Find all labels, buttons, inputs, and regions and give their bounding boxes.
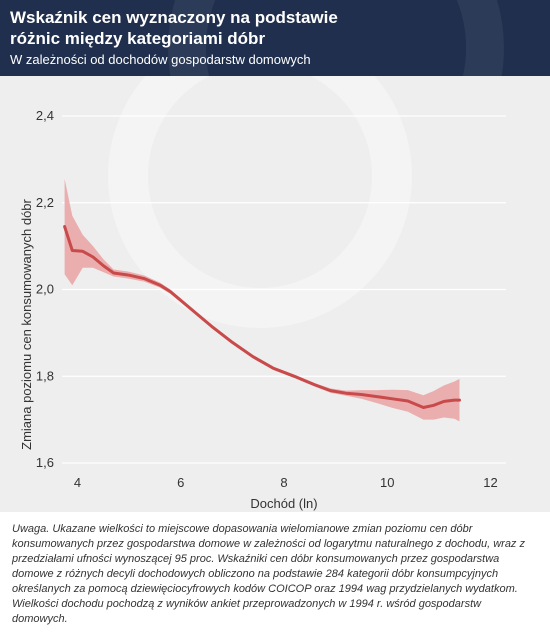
y-tick-label: 1,6	[36, 455, 54, 470]
logo-watermark	[168, 0, 504, 76]
series-line	[63, 225, 461, 409]
x-tick-label: 12	[483, 475, 497, 490]
chart: 1,6 1,8 2,0 2,2 2,4 4 6 8 10 12 Dochód (ln) Zmiana …	[19, 108, 506, 511]
chart-note: Uwaga. Ukazane wielkości to miejscowe do…	[12, 523, 525, 625]
y-tick-label: 2,2	[36, 195, 54, 210]
chart-title: Wskaźnik cen wyznaczony na podstawie róż…	[10, 8, 338, 48]
y-tick-label: 1,8	[36, 368, 54, 383]
x-tick-label: 4	[74, 475, 81, 490]
x-axis-label: Dochód (ln)	[250, 496, 317, 511]
chart-header: Wskaźnik cen wyznaczony na podstawie róż…	[0, 0, 550, 76]
y-axis-label: Zmiana poziomu cen konsumowanych dóbr	[19, 198, 34, 449]
chart-subtitle: W zależności od dochodów gospodarstw dom…	[10, 52, 311, 67]
x-tick-label: 8	[280, 475, 287, 490]
y-tick-label: 2,0	[36, 282, 54, 297]
y-tick-label: 2,4	[36, 108, 54, 123]
confidence-band	[64, 178, 460, 422]
x-tick-label: 6	[177, 475, 184, 490]
chart-area: 1,6 1,8 2,0 2,2 2,4 4 6 8 10 12 Dochód (ln) Zmiana …	[0, 76, 550, 512]
x-tick-label: 10	[380, 475, 394, 490]
